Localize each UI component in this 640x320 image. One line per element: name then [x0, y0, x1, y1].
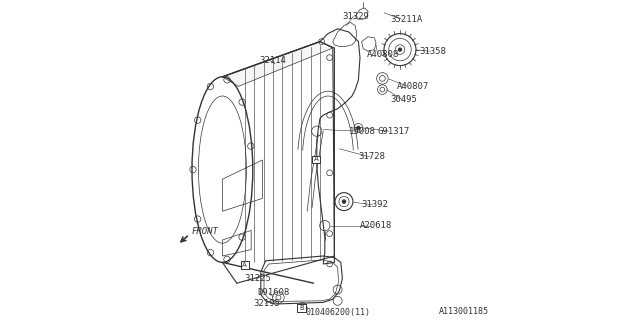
Text: A20618: A20618 [360, 221, 392, 230]
Bar [241, 261, 249, 269]
Polygon shape [223, 42, 333, 86]
Text: A40807: A40807 [397, 82, 429, 91]
Text: 32114: 32114 [259, 56, 286, 65]
Bar [297, 304, 306, 312]
Circle shape [342, 200, 346, 204]
Text: A: A [243, 262, 247, 268]
Text: 010406200(11): 010406200(11) [306, 308, 371, 316]
Text: B: B [299, 305, 304, 311]
Text: 31329: 31329 [342, 12, 369, 20]
Text: 31358: 31358 [419, 47, 446, 56]
Circle shape [398, 48, 402, 51]
Text: D91608: D91608 [258, 288, 290, 297]
Text: A40808: A40808 [366, 50, 399, 59]
Text: 31392: 31392 [362, 200, 388, 209]
Text: FRONT: FRONT [192, 228, 219, 236]
Text: A: A [314, 156, 318, 162]
Text: 31728: 31728 [358, 152, 385, 161]
Text: 15008: 15008 [349, 127, 376, 136]
Circle shape [356, 126, 360, 130]
Text: 30495: 30495 [390, 95, 417, 104]
Text: 31225: 31225 [245, 274, 271, 283]
Text: G91317: G91317 [378, 127, 410, 136]
Text: 35211A: 35211A [390, 15, 422, 24]
Text: 32195: 32195 [253, 299, 280, 308]
Text: A113001185: A113001185 [438, 308, 488, 316]
Bar [312, 156, 320, 163]
